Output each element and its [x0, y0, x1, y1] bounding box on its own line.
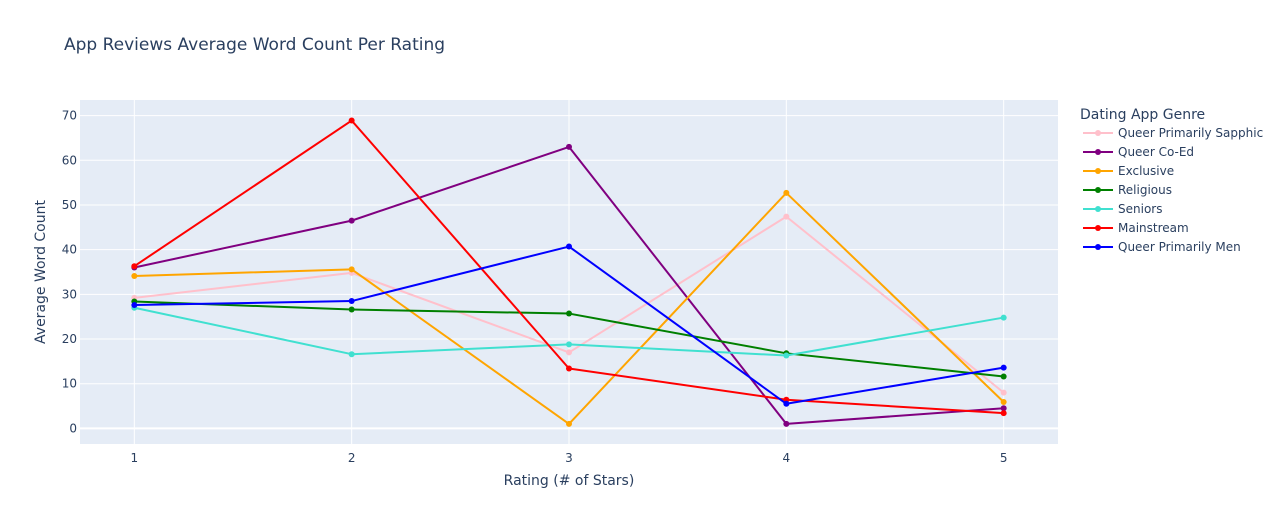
data-point [566, 243, 572, 250]
data-point [783, 189, 790, 196]
data-point [1000, 410, 1007, 417]
series-queer-co-ed [131, 143, 1007, 427]
x-tick-label: 4 [783, 451, 791, 465]
data-point [566, 420, 572, 427]
y-tick-label: 20 [62, 332, 77, 346]
legend-item[interactable]: Religious [1083, 183, 1172, 197]
data-point [1000, 373, 1007, 380]
data-point [1000, 389, 1007, 396]
y-tick-label: 30 [62, 287, 77, 301]
data-point [348, 266, 355, 273]
data-point [348, 306, 355, 313]
y-axis-title: Average Word Count [33, 200, 49, 344]
legend-label: Seniors [1118, 202, 1162, 216]
legend-label: Queer Co-Ed [1118, 145, 1194, 159]
data-point [783, 352, 790, 359]
data-point [348, 117, 355, 124]
x-tick-label: 3 [565, 451, 573, 465]
data-point [1000, 364, 1007, 371]
data-point [566, 310, 572, 317]
legend-marker [1095, 244, 1101, 250]
grid-lines [80, 100, 1058, 444]
y-tick-label: 70 [62, 109, 77, 123]
legend-marker [1095, 168, 1101, 174]
data-point [566, 143, 572, 150]
data-point [566, 341, 572, 348]
y-tick-label: 60 [62, 153, 77, 167]
legend-label: Mainstream [1118, 221, 1189, 235]
data-point [783, 400, 790, 407]
y-tick-label: 10 [62, 377, 77, 391]
x-tick-label: 5 [1000, 451, 1008, 465]
legend-item[interactable]: Queer Primarily Sapphic [1083, 126, 1263, 140]
legend-title: Dating App Genre [1080, 107, 1205, 123]
legend-label: Queer Primarily Sapphic [1118, 126, 1263, 140]
data-point [566, 349, 572, 356]
legend-marker [1095, 149, 1101, 155]
legend-item[interactable]: Mainstream [1083, 221, 1189, 235]
x-axis-title: Rating (# of Stars) [504, 473, 635, 489]
series-exclusive [131, 189, 1007, 427]
series-queer-primarily-men [131, 243, 1007, 407]
y-tick-label: 0 [69, 421, 77, 435]
data-point [1000, 399, 1007, 406]
series-layer [131, 117, 1007, 427]
data-point [1000, 405, 1007, 412]
data-point [131, 273, 138, 280]
data-point [783, 213, 790, 220]
y-tick-label: 50 [62, 198, 77, 212]
x-tick-label: 1 [131, 451, 139, 465]
y-axis-ticks: 0 10 20 30 40 50 60 70 [62, 109, 77, 436]
data-point [566, 365, 572, 372]
series-religious [131, 298, 1007, 380]
legend-marker [1095, 187, 1101, 193]
data-point [131, 263, 138, 270]
x-axis-ticks: 1 2 3 4 5 [131, 451, 1008, 465]
chart-title: App Reviews Average Word Count Per Ratin… [64, 35, 445, 55]
x-tick-label: 2 [348, 451, 356, 465]
legend-marker [1095, 225, 1101, 231]
data-point [348, 298, 355, 305]
legend-item[interactable]: Exclusive [1083, 164, 1174, 178]
data-point [348, 351, 355, 358]
legend-label: Exclusive [1118, 164, 1174, 178]
legend: Dating App Genre Queer Primarily Sapphic… [1080, 107, 1263, 254]
legend-item[interactable]: Queer Co-Ed [1083, 145, 1194, 159]
legend-item[interactable]: Queer Primarily Men [1083, 240, 1241, 254]
series-seniors [131, 304, 1007, 359]
data-point [783, 420, 790, 427]
data-point [348, 217, 355, 224]
legend-label: Religious [1118, 183, 1172, 197]
legend-label: Queer Primarily Men [1118, 240, 1241, 254]
data-point [131, 302, 138, 309]
legend-marker [1095, 206, 1101, 212]
y-tick-label: 40 [62, 243, 77, 257]
legend-item[interactable]: Seniors [1083, 202, 1162, 216]
legend-marker [1095, 130, 1101, 136]
data-point [1000, 314, 1007, 321]
